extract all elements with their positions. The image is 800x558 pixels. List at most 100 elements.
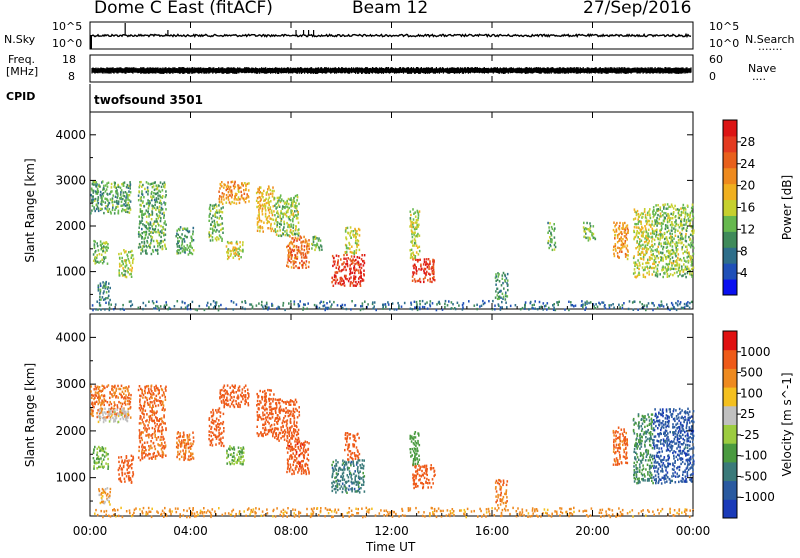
- data-cell: [268, 221, 270, 223]
- data-cell: [426, 301, 428, 303]
- data-cell: [212, 230, 214, 232]
- data-cell: [183, 441, 185, 443]
- data-cell: [273, 210, 275, 212]
- data-cell: [658, 251, 660, 253]
- data-cell: [93, 457, 95, 459]
- data-cell: [146, 252, 148, 254]
- data-cell: [243, 459, 245, 461]
- data-cell: [184, 228, 186, 230]
- data-cell: [263, 308, 265, 310]
- data-cell: [141, 419, 143, 421]
- data-cell: [583, 226, 585, 228]
- data-cell: [265, 417, 267, 419]
- data-cell: [116, 200, 118, 202]
- data-cell: [256, 200, 258, 202]
- data-cell: [339, 487, 341, 489]
- data-cell: [415, 486, 417, 488]
- data-cell: [104, 451, 106, 453]
- data-cell: [235, 391, 237, 393]
- data-cell: [128, 385, 130, 387]
- data-cell: [92, 415, 94, 417]
- data-cell: [118, 212, 120, 214]
- data-cell: [189, 249, 191, 251]
- data-cell: [676, 241, 678, 243]
- data-cell: [651, 240, 653, 242]
- data-cell: [144, 224, 146, 226]
- data-cell: [176, 437, 178, 439]
- data-cell: [206, 304, 208, 306]
- data-cell: [142, 421, 144, 423]
- data-cell: [256, 426, 258, 428]
- data-cell: [185, 247, 187, 249]
- data-cell: [691, 210, 693, 212]
- data-cell: [298, 411, 300, 413]
- data-cell: [218, 237, 220, 239]
- data-cell: [162, 248, 164, 250]
- data-cell: [421, 470, 423, 472]
- data-cell: [355, 252, 357, 254]
- data-cell: [304, 444, 306, 446]
- data-cell: [187, 230, 189, 232]
- data-cell: [292, 237, 294, 239]
- data-cell: [373, 305, 375, 307]
- data-cell: [667, 221, 669, 223]
- data-cell: [363, 260, 365, 262]
- data-cell: [161, 232, 163, 234]
- data-cell: [506, 496, 508, 498]
- data-cell: [672, 253, 674, 255]
- data-cell: [226, 197, 228, 199]
- data-cell: [105, 302, 107, 304]
- data-cell: [245, 385, 247, 387]
- data-cell: [426, 271, 428, 273]
- data-cell: [149, 457, 151, 459]
- data-cell: [505, 505, 507, 507]
- data-cell: [105, 462, 107, 464]
- data-cell: [115, 196, 117, 198]
- data-cell: [238, 447, 240, 449]
- data-cell: [671, 236, 673, 238]
- data-cell: [96, 254, 98, 256]
- data-cell: [684, 207, 686, 209]
- data-cell: [653, 304, 655, 306]
- data-cell: [150, 415, 152, 417]
- data-cell: [638, 459, 640, 461]
- data-cell: [223, 413, 225, 415]
- data-cell: [424, 477, 426, 479]
- data-cell: [687, 272, 689, 274]
- data-cell: [184, 302, 186, 304]
- data-cell: [103, 260, 105, 262]
- data-cell: [282, 435, 284, 437]
- data-cell: [298, 246, 300, 248]
- data-cell: [158, 309, 160, 311]
- data-cell: [256, 206, 258, 208]
- data-cell: [503, 480, 505, 482]
- data-cell: [638, 272, 640, 274]
- data-cell: [649, 471, 651, 473]
- data-cell: [568, 301, 570, 303]
- data-cell: [287, 409, 289, 411]
- data-cell: [680, 301, 682, 303]
- data-cell: [285, 234, 287, 236]
- data-cell: [624, 242, 626, 244]
- data-cell: [690, 238, 692, 240]
- data-cell: [138, 450, 140, 452]
- data-cell: [455, 308, 457, 310]
- data-cell: [216, 239, 218, 241]
- data-cell: [267, 207, 269, 209]
- data-cell: [275, 435, 277, 437]
- data-cell: [233, 185, 235, 187]
- data-cell: [290, 300, 292, 302]
- data-cell: [625, 229, 627, 231]
- data-cell: [342, 307, 344, 309]
- data-cell: [350, 308, 352, 310]
- data-cell: [260, 401, 262, 403]
- data-cell: [176, 442, 178, 444]
- data-cell: [103, 401, 105, 403]
- data-cell: [412, 240, 414, 242]
- data-cell: [257, 197, 259, 199]
- data-cell: [331, 464, 333, 466]
- data-cell: [548, 307, 550, 309]
- data-cell: [412, 252, 414, 254]
- data-cell: [220, 415, 222, 417]
- data-cell: [300, 453, 302, 455]
